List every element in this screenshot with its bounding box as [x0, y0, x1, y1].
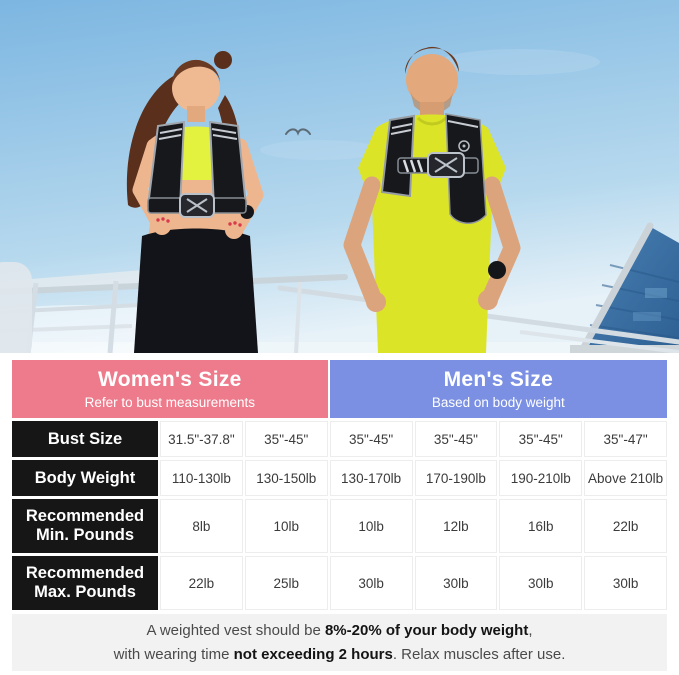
table-cell: 25lb: [244, 556, 328, 610]
weighted-vest: [146, 120, 248, 218]
row-label: Recommended Min. Pounds: [12, 499, 158, 553]
usage-note-line-2: with wearing time not exceeding 2 hours.…: [113, 645, 566, 663]
womens-size-subtitle: Refer to bust measurements: [84, 395, 255, 411]
table-cell: 31.5"-37.8": [160, 421, 243, 457]
table-cell: 35"-45": [414, 421, 498, 457]
table-cell: 130-170lb: [329, 460, 413, 496]
table-row: Recommended Max. Pounds 22lb 25lb 30lb 30lb…: [12, 556, 667, 610]
table-row: Recommended Min. Pounds 8lb 10lb 10lb 12lb 1…: [12, 499, 667, 553]
table-cell: 35"-45": [329, 421, 413, 457]
cloud: [260, 140, 380, 160]
table-cell: 30lb: [499, 556, 583, 610]
row-label: Bust Size: [12, 421, 158, 457]
table-header-row: Women's Size Refer to bust measurements …: [12, 360, 667, 418]
table-cell: 30lb: [329, 556, 413, 610]
table-cell: 190-210lb: [499, 460, 583, 496]
usage-note-line-1: A weighted vest should be 8%-20% of your…: [146, 622, 533, 640]
weighted-vest: [380, 113, 487, 224]
row-label: Body Weight: [12, 460, 158, 496]
table-cell: 30lb: [584, 556, 667, 610]
cloud: [440, 49, 600, 75]
table-cell: 22lb: [160, 556, 243, 610]
table-cell: 22lb: [584, 499, 667, 553]
table-cell: 110-130lb: [160, 460, 243, 496]
woman-runner: [126, 51, 264, 353]
table-cell: 35"-45": [244, 421, 328, 457]
size-table: Women's Size Refer to bust measurements …: [12, 360, 667, 610]
table-row: Bust Size 31.5"-37.8" 35"-45" 35"-45" 35"-4…: [12, 421, 667, 457]
womens-size-header: Women's Size Refer to bust measurements: [12, 360, 328, 418]
glass-building: [570, 222, 679, 353]
table-cell: 10lb: [244, 499, 328, 553]
row-label: Recommended Max. Pounds: [12, 556, 158, 610]
man-runner: [343, 46, 521, 353]
table-cell: 16lb: [499, 499, 583, 553]
product-photo: [0, 0, 679, 353]
table-cell: 30lb: [414, 556, 498, 610]
mens-size-header: Men's Size Based on body weight: [329, 360, 667, 418]
table-row: Body Weight 110-130lb 130-150lb 130-170lb 1…: [12, 460, 667, 496]
mens-size-title: Men's Size: [443, 367, 554, 391]
table-cell: 8lb: [160, 499, 243, 553]
table-cell: Above 210lb: [584, 460, 667, 496]
usage-note: A weighted vest should be 8%-20% of your…: [12, 614, 667, 671]
womens-size-title: Women's Size: [98, 367, 242, 391]
mens-size-subtitle: Based on body weight: [431, 395, 565, 411]
drop-logo-icon: [458, 140, 470, 152]
sports-watch: [488, 261, 506, 279]
bird-icon: [285, 128, 311, 136]
table-body: Bust Size 31.5"-37.8" 35"-45" 35"-45" 35"-4…: [12, 421, 667, 610]
table-cell: 12lb: [414, 499, 498, 553]
table-cell: 170-190lb: [414, 460, 498, 496]
table-cell: 130-150lb: [244, 460, 328, 496]
haze: [0, 342, 679, 353]
table-cell: 35"-45": [499, 421, 583, 457]
table-cell: 35"-47": [584, 421, 667, 457]
table-cell: 10lb: [329, 499, 413, 553]
